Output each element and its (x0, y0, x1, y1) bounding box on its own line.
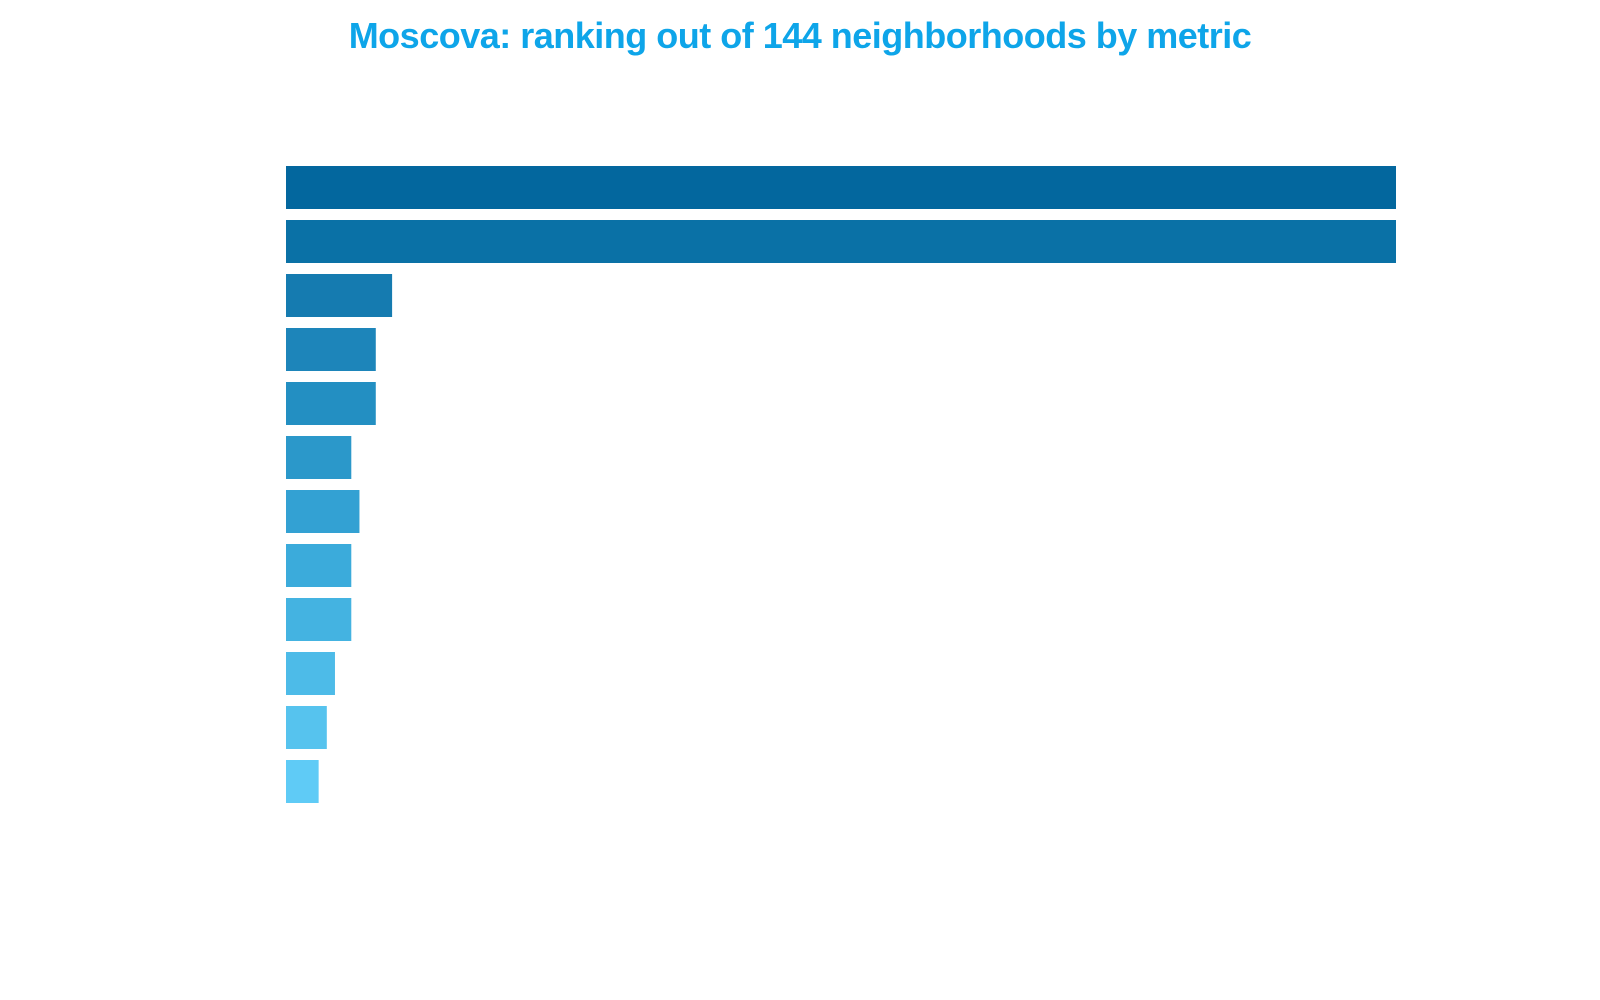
bar-7 (286, 490, 360, 533)
bar-11 (286, 706, 327, 749)
bar-12 (286, 760, 319, 803)
bar-5 (286, 382, 376, 425)
bar-4 (286, 328, 376, 371)
bar-2 (286, 220, 1396, 263)
bar-1 (286, 166, 1396, 209)
chart-title: Moscova: ranking out of 144 neighborhood… (348, 15, 1252, 56)
bar-9 (286, 598, 352, 641)
bar-6 (286, 436, 352, 479)
bar-3 (286, 274, 393, 317)
bar-8 (286, 544, 352, 587)
bar-10 (286, 652, 335, 695)
bars-group (286, 166, 1396, 803)
